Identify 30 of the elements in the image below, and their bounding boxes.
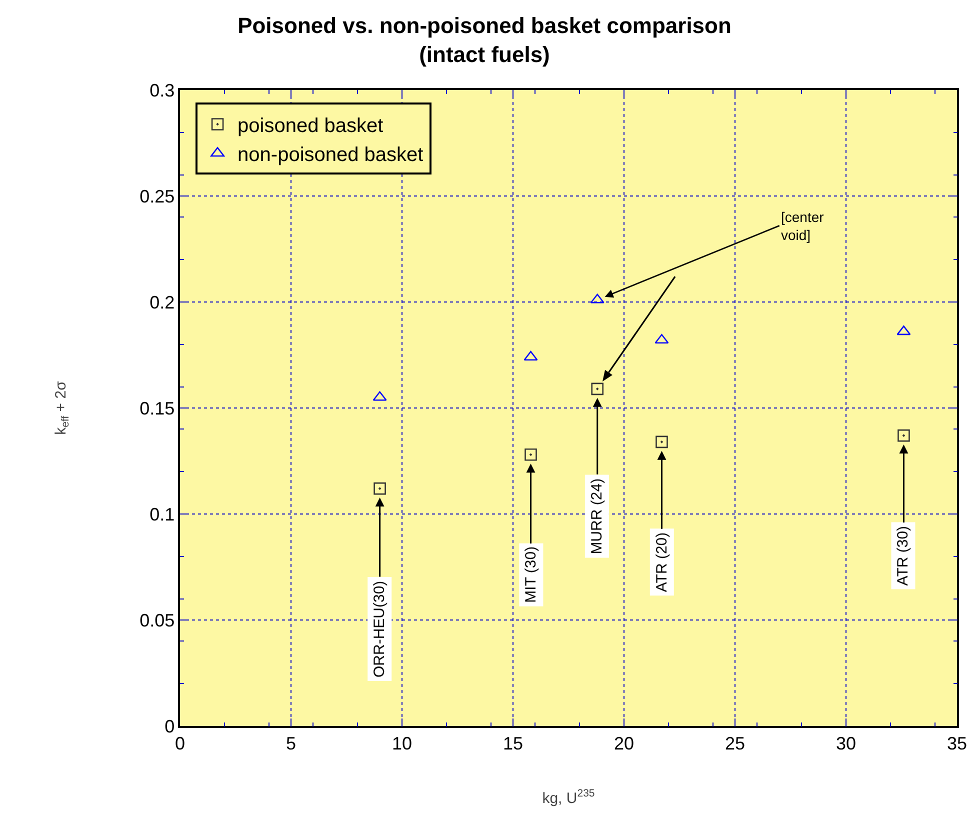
x-tick-label: 5 — [286, 733, 296, 754]
x-tick-label: 15 — [502, 733, 524, 754]
point — [656, 436, 668, 448]
y-tick-label: 0.25 — [140, 186, 175, 206]
legend-label: non-poisoned basket — [238, 144, 424, 166]
x-tick-label: 35 — [946, 733, 968, 754]
chart-title: Poisoned vs. non-poisoned basket comparison (intact fuels) — [238, 13, 732, 67]
legend-label: poisoned basket — [238, 115, 384, 138]
point — [524, 448, 537, 461]
x-tick-label: 10 — [392, 733, 412, 754]
x-tick-label: 20 — [614, 733, 634, 754]
y-tick-label: 0 — [164, 716, 175, 736]
x-tick-label: 30 — [836, 733, 856, 754]
point — [898, 429, 910, 442]
y-tick-label: 0.2 — [150, 292, 175, 312]
x-axis-title: kg, U$^{235}$ — [542, 788, 595, 807]
y-tick-label: 0.1 — [150, 504, 175, 524]
annotation: MIT (30) — [522, 546, 540, 603]
annotation: [center void] — [781, 209, 824, 244]
point — [591, 382, 604, 396]
point — [374, 482, 386, 495]
x-tick-label: 25 — [724, 733, 746, 754]
point — [524, 350, 538, 361]
y-tick-label: 0.05 — [140, 610, 175, 630]
y-tick-label: 0.15 — [140, 398, 175, 418]
annotation: ATR (20) — [653, 532, 670, 592]
annotation: MURR (24) — [588, 478, 606, 554]
annotation: ATR (30) — [894, 526, 912, 586]
annotation: ORR-HEU(30) — [371, 580, 388, 678]
y-tick-label: 0.3 — [150, 80, 175, 100]
